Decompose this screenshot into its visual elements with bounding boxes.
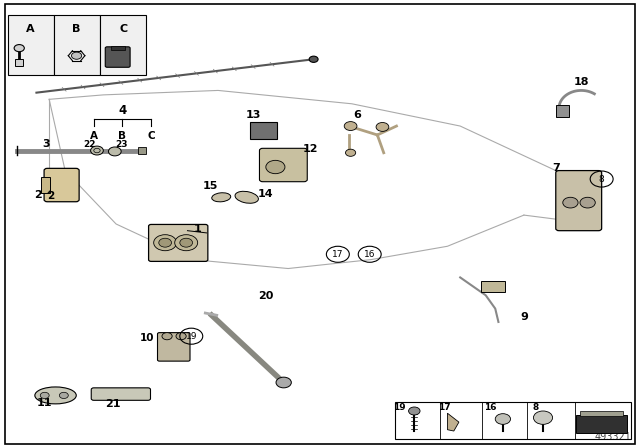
Text: 493321: 493321 [595, 432, 632, 442]
Text: 15: 15 [203, 181, 218, 191]
Bar [100, 15, 146, 75]
Text: 2: 2 [47, 191, 54, 202]
FancyBboxPatch shape [44, 168, 79, 202]
Text: 14: 14 [258, 189, 274, 199]
Text: 3: 3 [42, 139, 50, 149]
Bar [580, 411, 623, 416]
Text: 4: 4 [118, 104, 127, 117]
Text: A: A [26, 24, 35, 34]
Circle shape [266, 160, 285, 174]
Text: 1: 1 [194, 224, 202, 234]
Text: 2: 2 [35, 190, 42, 200]
Circle shape [60, 392, 68, 399]
Circle shape [534, 411, 552, 424]
Circle shape [580, 197, 595, 208]
Bar [138, 147, 146, 154]
Circle shape [72, 52, 82, 59]
Ellipse shape [235, 191, 259, 203]
Text: 19: 19 [186, 332, 197, 340]
Text: A: A [90, 130, 98, 141]
Text: 16: 16 [484, 403, 497, 412]
Text: 10: 10 [140, 333, 154, 343]
Circle shape [154, 235, 177, 251]
Circle shape [159, 238, 172, 247]
Text: 21: 21 [105, 399, 121, 409]
Circle shape [180, 238, 193, 247]
Text: 7: 7 [552, 164, 559, 173]
Text: 9: 9 [520, 312, 528, 322]
Ellipse shape [35, 387, 76, 404]
Circle shape [175, 235, 198, 251]
Circle shape [108, 147, 121, 156]
FancyBboxPatch shape [157, 332, 190, 361]
Circle shape [162, 332, 172, 340]
Text: 17: 17 [332, 250, 344, 259]
FancyBboxPatch shape [92, 388, 150, 401]
Circle shape [176, 332, 186, 340]
Circle shape [495, 414, 511, 424]
Text: 16: 16 [364, 250, 376, 259]
Text: 22: 22 [83, 140, 95, 149]
Circle shape [309, 56, 318, 62]
Text: C: C [119, 24, 127, 34]
Bar [250, 122, 276, 139]
Bar [111, 46, 125, 50]
Text: 18: 18 [573, 77, 589, 86]
FancyBboxPatch shape [105, 47, 130, 67]
Bar [481, 280, 505, 292]
Text: 8: 8 [599, 175, 605, 184]
Text: 19: 19 [394, 403, 406, 412]
Circle shape [376, 122, 389, 131]
Text: B: B [118, 130, 127, 141]
Circle shape [346, 149, 356, 156]
Bar [54, 15, 100, 75]
FancyBboxPatch shape [556, 171, 602, 231]
FancyBboxPatch shape [148, 224, 208, 261]
Bar [15, 59, 23, 66]
Bar [576, 415, 627, 433]
Text: 13: 13 [245, 110, 260, 120]
Bar [556, 105, 568, 117]
Circle shape [344, 121, 357, 130]
Circle shape [91, 146, 103, 155]
Text: 17: 17 [438, 403, 451, 412]
FancyBboxPatch shape [259, 148, 307, 182]
Circle shape [563, 197, 578, 208]
Polygon shape [447, 413, 459, 431]
Text: 23: 23 [115, 140, 127, 149]
Text: 12: 12 [303, 144, 318, 154]
Text: 8: 8 [532, 403, 538, 412]
Text: 11: 11 [37, 398, 52, 408]
Text: 20: 20 [258, 291, 273, 301]
Text: B: B [72, 24, 81, 34]
Bar [395, 402, 631, 439]
Circle shape [408, 407, 420, 415]
Circle shape [276, 377, 291, 388]
Text: C: C [147, 130, 155, 141]
Circle shape [40, 392, 49, 399]
Text: 6: 6 [353, 110, 361, 120]
Bar [8, 15, 54, 75]
Circle shape [14, 44, 24, 52]
Bar [41, 177, 51, 193]
Ellipse shape [212, 193, 230, 202]
